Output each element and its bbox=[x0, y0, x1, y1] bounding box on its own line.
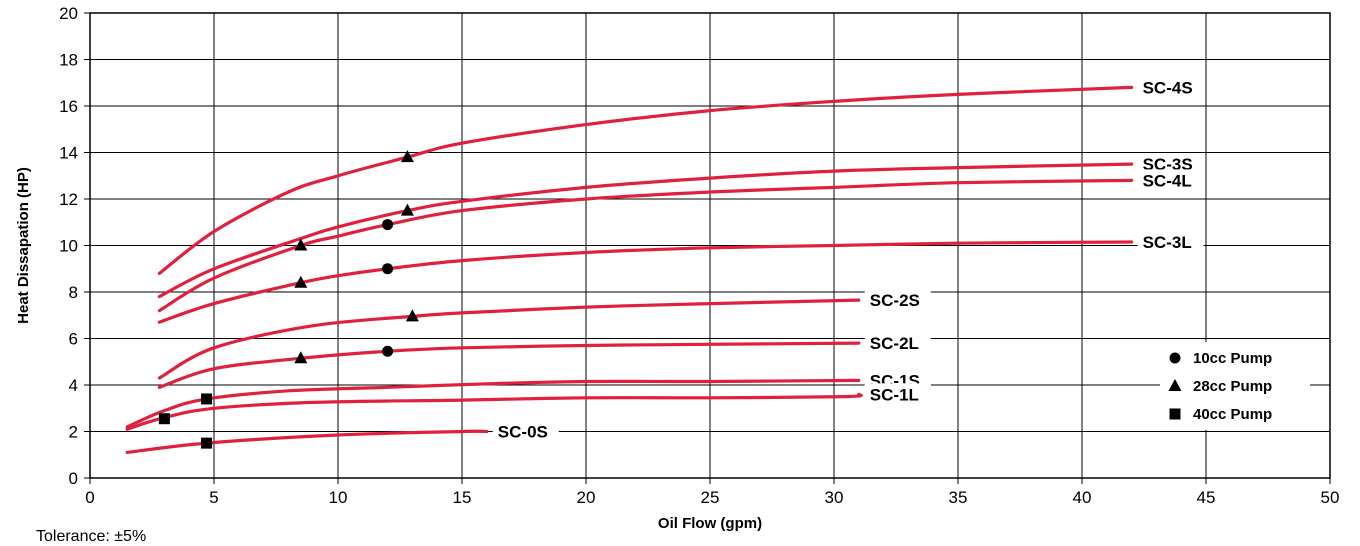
x-tick-label: 35 bbox=[949, 488, 968, 507]
series-label-sc-2s: SC-2S bbox=[870, 291, 920, 310]
series-line-sc-4s bbox=[157, 85, 1134, 275]
circle-marker bbox=[382, 219, 394, 231]
x-tick-label: 30 bbox=[825, 488, 844, 507]
series-label-bg bbox=[864, 289, 931, 312]
series-line-sc-1l bbox=[125, 392, 863, 431]
series-label-bg bbox=[864, 332, 931, 355]
series-line-sc-3s bbox=[157, 162, 1134, 299]
legend-label: 28cc Pump bbox=[1193, 378, 1272, 395]
x-tick-label: 10 bbox=[329, 488, 348, 507]
triangle-marker bbox=[294, 351, 308, 364]
series-label-sc-4s: SC-4S bbox=[1143, 78, 1193, 97]
triangle-marker bbox=[294, 275, 308, 288]
x-tick-label: 45 bbox=[1197, 488, 1216, 507]
series-label-sc-3l: SC-3L bbox=[1143, 233, 1192, 252]
y-tick-label: 8 bbox=[69, 283, 78, 302]
x-tick-label: 40 bbox=[1073, 488, 1092, 507]
y-tick-label: 14 bbox=[59, 144, 78, 163]
x-tick-label: 25 bbox=[701, 488, 720, 507]
y-axis-title: Heat Dissapation (HP) bbox=[15, 167, 32, 324]
legend: 10cc Pump 28cc Pump 40cc Pump bbox=[1160, 342, 1310, 430]
series-label-sc-4l: SC-4L bbox=[1143, 171, 1192, 190]
series-line-sc-2s bbox=[157, 298, 861, 380]
y-tick-label: 4 bbox=[69, 376, 78, 395]
square-marker bbox=[201, 437, 213, 449]
legend-triangle-icon bbox=[1168, 379, 1182, 391]
x-tick-label: 15 bbox=[453, 488, 472, 507]
triangle-marker bbox=[400, 203, 414, 216]
series-label-sc-2l: SC-2L bbox=[870, 334, 919, 353]
series-label-sc-0s: SC-0S bbox=[498, 423, 548, 442]
circle-marker bbox=[382, 263, 394, 275]
y-tick-label: 18 bbox=[59, 51, 78, 70]
pump-markers bbox=[158, 150, 419, 449]
series-line-sc-1s bbox=[125, 378, 861, 429]
legend-label: 10cc Pump bbox=[1193, 350, 1272, 367]
x-tick-label: 50 bbox=[1321, 488, 1340, 507]
y-tick-label: 20 bbox=[59, 4, 78, 23]
y-tick-label: 6 bbox=[69, 330, 78, 349]
legend-box bbox=[1160, 342, 1310, 430]
series-label-bg bbox=[1137, 169, 1204, 192]
series-line-sc-2l bbox=[157, 341, 861, 389]
square-marker bbox=[201, 393, 213, 405]
legend-circle-icon bbox=[1169, 352, 1181, 364]
x-tick-label: 0 bbox=[85, 488, 94, 507]
series-label-bg bbox=[1137, 231, 1204, 254]
triangle-marker bbox=[405, 309, 419, 322]
y-tick-label: 2 bbox=[69, 423, 78, 442]
circle-marker bbox=[382, 345, 394, 357]
triangle-marker bbox=[294, 238, 308, 251]
y-tick-label: 16 bbox=[59, 97, 78, 116]
series-label-sc-1l: SC-1L bbox=[870, 385, 919, 404]
series-label-bg bbox=[492, 420, 559, 443]
legend-label: 40cc Pump bbox=[1193, 406, 1272, 423]
x-axis-title: Oil Flow (gpm) bbox=[658, 515, 762, 532]
series-label-bg bbox=[864, 383, 931, 406]
series-label-sc-3s: SC-3S bbox=[1143, 155, 1193, 174]
legend-square-icon bbox=[1169, 408, 1181, 420]
series-line-sc-0s bbox=[125, 429, 489, 454]
triangle-marker bbox=[400, 150, 414, 163]
square-marker bbox=[158, 413, 170, 425]
y-tick-label: 10 bbox=[59, 237, 78, 256]
series-lines bbox=[125, 85, 1134, 454]
series-labels: SC-4SSC-3SSC-4LSC-3LSC-2SSC-2LSC-1SSC-1L… bbox=[492, 76, 1204, 443]
x-tick-label: 20 bbox=[577, 488, 596, 507]
tolerance-note: Tolerance: ±5% bbox=[36, 528, 146, 545]
y-tick-label: 0 bbox=[69, 469, 78, 488]
y-tick-label: 12 bbox=[59, 190, 78, 209]
x-tick-label: 5 bbox=[209, 488, 218, 507]
tick-labels: 0 5 10 15 20 25 30 35 40 45 50 0 2 4 6 8 10 12 14 16 18 20 bbox=[59, 4, 1339, 507]
series-line-sc-3l bbox=[157, 240, 1134, 324]
series-label-bg bbox=[1137, 76, 1204, 99]
